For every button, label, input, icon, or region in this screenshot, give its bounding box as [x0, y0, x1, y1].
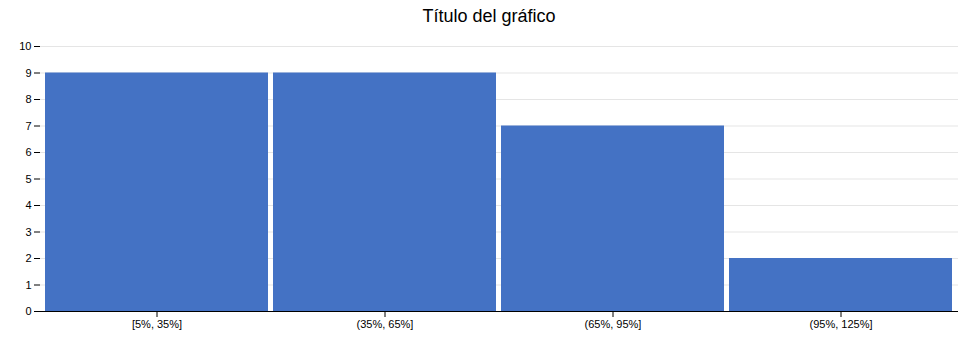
svg-text:(95%, 125%]: (95%, 125%] — [810, 318, 873, 330]
svg-text:(65%, 95%]: (65%, 95%] — [585, 318, 642, 330]
svg-text:5: 5 — [25, 173, 31, 185]
svg-text:4: 4 — [25, 199, 31, 211]
svg-text:2: 2 — [25, 252, 31, 264]
svg-text:6: 6 — [25, 146, 31, 158]
svg-text:7: 7 — [25, 120, 31, 132]
svg-text:1: 1 — [25, 279, 31, 291]
svg-text:8: 8 — [25, 93, 31, 105]
svg-text:10: 10 — [19, 40, 31, 52]
svg-text:9: 9 — [25, 67, 31, 79]
html-text:Título del gráfico: Título del gráfico — [422, 6, 556, 26]
svg-text:0: 0 — [25, 305, 31, 317]
svg-text:3: 3 — [25, 226, 31, 238]
svg-text:[5%, 35%]: [5%, 35%] — [132, 318, 182, 330]
svg-text:(35%, 65%]: (35%, 65%] — [357, 318, 414, 330]
